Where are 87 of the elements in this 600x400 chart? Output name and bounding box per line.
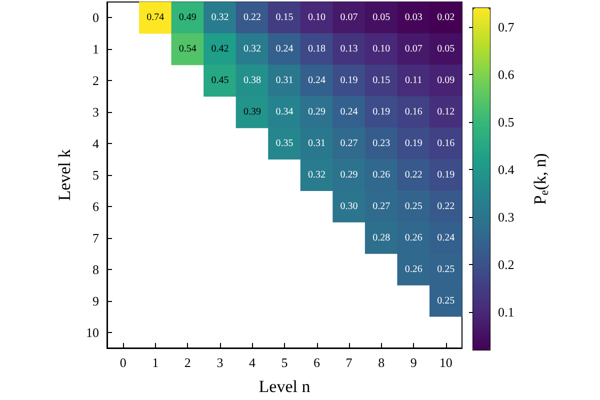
x-tick-label: 8 bbox=[378, 355, 385, 370]
data-label: 0.24 bbox=[437, 232, 455, 244]
data-label: 0.24 bbox=[340, 106, 358, 118]
data-label: 0.27 bbox=[340, 138, 358, 150]
data-label: 0.12 bbox=[437, 106, 455, 118]
data-label: 0.09 bbox=[437, 75, 455, 86]
data-label: 0.42 bbox=[211, 44, 229, 55]
data-label: 0.28 bbox=[372, 232, 390, 244]
data-label: 0.22 bbox=[404, 170, 422, 180]
data-label: 0.22 bbox=[437, 200, 455, 212]
data-label: 0.10 bbox=[308, 12, 326, 24]
x-tick-label: 5 bbox=[281, 355, 288, 370]
y-tick-label: 8 bbox=[92, 262, 99, 277]
data-label: 0.05 bbox=[437, 44, 455, 55]
y-tick-label: 9 bbox=[92, 293, 99, 308]
data-label: 0.15 bbox=[372, 75, 390, 86]
data-label: 0.13 bbox=[340, 44, 358, 55]
y-tick-label: 4 bbox=[92, 136, 100, 152]
data-label: 0.07 bbox=[404, 44, 422, 55]
data-label: 0.19 bbox=[404, 138, 422, 150]
x-tick-label: 2 bbox=[184, 355, 191, 370]
data-label: 0.18 bbox=[308, 44, 326, 55]
data-label: 0.32 bbox=[308, 170, 326, 180]
data-label: 0.32 bbox=[243, 44, 261, 55]
y-tick-label: 5 bbox=[92, 168, 99, 182]
data-label: 0.26 bbox=[404, 264, 422, 275]
data-label: 0.27 bbox=[372, 200, 390, 212]
x-tick-label: 9 bbox=[410, 355, 417, 370]
y-tick-label: 1 bbox=[92, 42, 99, 57]
data-label: 0.49 bbox=[178, 12, 196, 24]
color-bar-label: 0.1 bbox=[498, 304, 514, 320]
color-bar-title: Pe(k, n) bbox=[530, 153, 551, 205]
data-label: 0.30 bbox=[340, 200, 358, 212]
data-label: 0.38 bbox=[243, 75, 261, 86]
y-tick-label: 0 bbox=[92, 10, 99, 26]
data-label: 0.24 bbox=[276, 44, 294, 55]
color-bar-label: 0.5 bbox=[498, 114, 514, 130]
y-axis-title: Level k bbox=[55, 148, 74, 201]
y-tick-label: 7 bbox=[92, 230, 100, 246]
data-label: 0.05 bbox=[372, 12, 390, 24]
y-tick-label: 10 bbox=[86, 324, 99, 340]
color-bar-label: 0.3 bbox=[498, 210, 514, 224]
data-label: 0.25 bbox=[437, 295, 455, 306]
y-tick-label: 3 bbox=[92, 104, 99, 120]
data-label: 0.03 bbox=[404, 12, 422, 24]
x-tick-label: 4 bbox=[248, 355, 256, 370]
x-tick-label: 1 bbox=[152, 355, 159, 370]
data-label: 0.10 bbox=[372, 44, 390, 55]
data-label: 0.22 bbox=[243, 12, 261, 24]
data-label: 0.16 bbox=[404, 106, 422, 118]
data-label: 0.26 bbox=[372, 170, 390, 180]
x-tick-label: 10 bbox=[439, 355, 452, 370]
color-bar-label: 0.4 bbox=[498, 162, 515, 177]
data-label: 0.11 bbox=[405, 75, 422, 86]
y-tick-label: 6 bbox=[92, 198, 100, 214]
data-label: 0.07 bbox=[340, 12, 358, 24]
data-label: 0.19 bbox=[437, 170, 455, 180]
data-label: 0.23 bbox=[372, 138, 390, 150]
x-axis-title: Level n bbox=[258, 377, 311, 396]
color-bar-label: 0.6 bbox=[498, 67, 515, 82]
y-tick-label: 2 bbox=[92, 73, 99, 88]
color-bar-label: 0.2 bbox=[498, 257, 514, 272]
data-label: 0.02 bbox=[437, 12, 455, 24]
data-label: 0.29 bbox=[308, 106, 326, 118]
data-label: 0.74 bbox=[146, 12, 164, 24]
data-label: 0.34 bbox=[276, 106, 294, 118]
data-label: 0.25 bbox=[404, 200, 422, 212]
data-label: 0.31 bbox=[276, 75, 294, 86]
data-label: 0.25 bbox=[437, 264, 455, 275]
data-label: 0.54 bbox=[178, 44, 196, 55]
data-label: 0.16 bbox=[437, 138, 455, 150]
data-label: 0.19 bbox=[372, 106, 390, 118]
data-label: 0.29 bbox=[340, 170, 358, 180]
x-tick-label: 3 bbox=[216, 355, 224, 370]
color-bar-label: 0.7 bbox=[498, 20, 515, 34]
data-label: 0.24 bbox=[308, 75, 326, 86]
data-label: 0.32 bbox=[211, 12, 229, 24]
data-label: 0.35 bbox=[276, 138, 294, 150]
x-tick-label: 0 bbox=[120, 355, 126, 370]
data-label: 0.19 bbox=[340, 75, 358, 86]
data-label: 0.26 bbox=[404, 232, 422, 244]
data-label: 0.31 bbox=[308, 138, 326, 150]
x-tick-label: 6 bbox=[314, 355, 321, 370]
data-label: 0.45 bbox=[211, 75, 229, 86]
x-tick-label: 7 bbox=[346, 355, 353, 370]
data-label: 0.39 bbox=[243, 106, 261, 118]
data-label: 0.15 bbox=[276, 12, 294, 24]
